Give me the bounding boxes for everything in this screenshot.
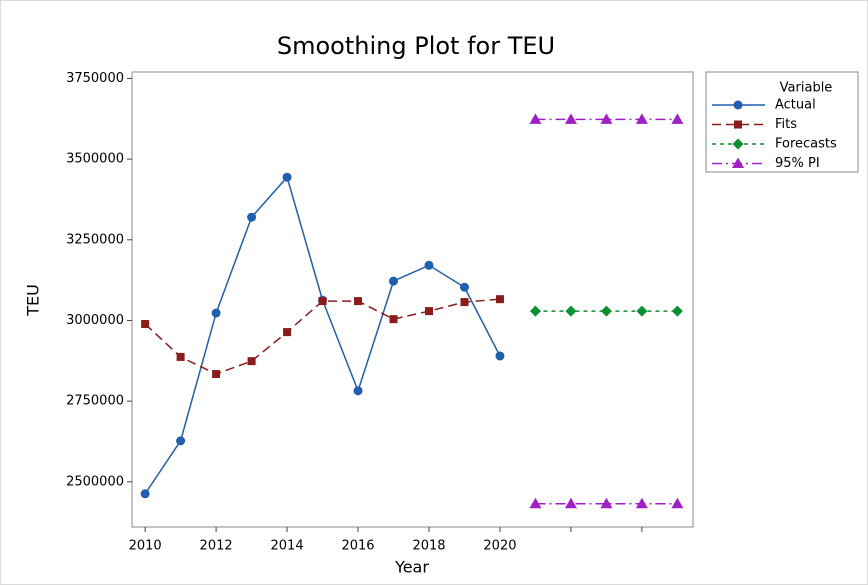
point bbox=[460, 298, 469, 307]
y-tick-label: 3750000 bbox=[66, 71, 124, 86]
point bbox=[565, 305, 577, 317]
point bbox=[600, 497, 613, 509]
point bbox=[176, 436, 186, 446]
point bbox=[671, 113, 684, 124]
legend-marker bbox=[733, 100, 743, 110]
point bbox=[424, 260, 434, 270]
point bbox=[671, 305, 683, 317]
legend-marker bbox=[732, 157, 744, 168]
x-tick-label: 2018 bbox=[412, 539, 445, 554]
x-tick-label: 2012 bbox=[200, 539, 233, 554]
point bbox=[389, 315, 398, 324]
y-tick-label: 3500000 bbox=[66, 152, 124, 167]
point bbox=[635, 113, 648, 124]
legend-box bbox=[705, 71, 859, 173]
legend-marker bbox=[734, 120, 742, 129]
x-tick-label: 2010 bbox=[129, 539, 162, 554]
legend-label: Forecasts bbox=[775, 137, 837, 152]
point bbox=[529, 305, 541, 317]
point bbox=[247, 357, 256, 366]
point bbox=[211, 308, 221, 318]
point bbox=[564, 113, 577, 124]
point bbox=[353, 386, 363, 396]
x-tick-label: 2014 bbox=[271, 539, 304, 554]
y-tick-label: 2500000 bbox=[66, 474, 124, 489]
point bbox=[564, 497, 577, 509]
point bbox=[600, 305, 612, 317]
point bbox=[354, 297, 363, 306]
x-axis-label: Year bbox=[394, 558, 429, 577]
point bbox=[282, 172, 292, 182]
point bbox=[141, 320, 150, 329]
point bbox=[529, 113, 542, 124]
point bbox=[459, 282, 469, 292]
point bbox=[247, 212, 257, 222]
plot-frame bbox=[131, 71, 694, 528]
point bbox=[600, 113, 613, 124]
point bbox=[529, 497, 542, 509]
point bbox=[495, 295, 504, 304]
y-tick-label: 3000000 bbox=[66, 313, 124, 328]
legend-marker bbox=[732, 138, 744, 150]
point bbox=[283, 328, 292, 337]
point bbox=[635, 497, 648, 509]
point bbox=[212, 370, 221, 379]
point bbox=[318, 297, 327, 306]
y-tick-label: 3250000 bbox=[66, 232, 124, 247]
point bbox=[425, 307, 433, 316]
x-tick-label: 2020 bbox=[483, 539, 516, 554]
y-axis-label: TEU bbox=[24, 284, 43, 317]
point bbox=[140, 489, 150, 499]
y-tick-label: 2750000 bbox=[66, 394, 124, 409]
point bbox=[636, 305, 648, 317]
point bbox=[176, 352, 185, 361]
legend-label: 95% PI bbox=[775, 156, 820, 171]
point bbox=[495, 351, 505, 361]
x-tick-label: 2016 bbox=[341, 539, 374, 554]
legend-label: Actual bbox=[775, 98, 816, 113]
legend-title: Variable bbox=[780, 81, 833, 96]
legend-label: Fits bbox=[775, 117, 797, 132]
point bbox=[389, 276, 399, 286]
point bbox=[671, 497, 684, 509]
chart-title: Smoothing Plot for TEU bbox=[277, 32, 555, 60]
